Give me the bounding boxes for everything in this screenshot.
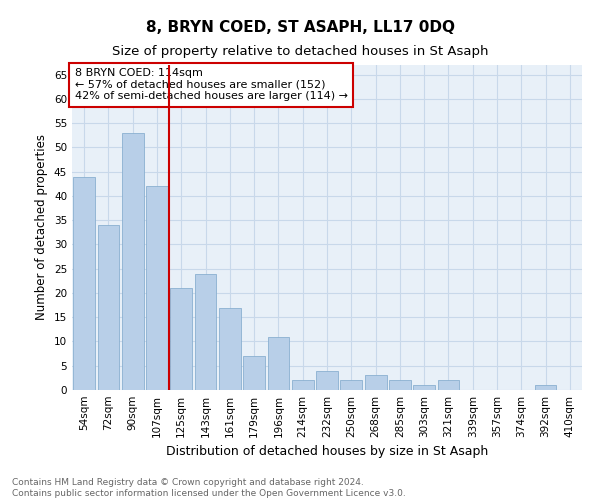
Bar — [340, 380, 362, 390]
Bar — [316, 370, 338, 390]
Text: 8 BRYN COED: 114sqm
← 57% of detached houses are smaller (152)
42% of semi-detac: 8 BRYN COED: 114sqm ← 57% of detached ho… — [74, 68, 347, 102]
X-axis label: Distribution of detached houses by size in St Asaph: Distribution of detached houses by size … — [166, 446, 488, 458]
Bar — [122, 133, 143, 390]
Bar — [365, 376, 386, 390]
Bar — [170, 288, 192, 390]
Text: Contains HM Land Registry data © Crown copyright and database right 2024.
Contai: Contains HM Land Registry data © Crown c… — [12, 478, 406, 498]
Bar — [413, 385, 435, 390]
Text: Size of property relative to detached houses in St Asaph: Size of property relative to detached ho… — [112, 45, 488, 58]
Bar — [97, 225, 119, 390]
Bar — [194, 274, 217, 390]
Y-axis label: Number of detached properties: Number of detached properties — [35, 134, 49, 320]
Bar — [219, 308, 241, 390]
Bar — [243, 356, 265, 390]
Bar — [146, 186, 168, 390]
Bar — [389, 380, 411, 390]
Bar — [535, 385, 556, 390]
Bar — [268, 336, 289, 390]
Text: 8, BRYN COED, ST ASAPH, LL17 0DQ: 8, BRYN COED, ST ASAPH, LL17 0DQ — [146, 20, 455, 35]
Bar — [292, 380, 314, 390]
Bar — [437, 380, 460, 390]
Bar — [73, 176, 95, 390]
